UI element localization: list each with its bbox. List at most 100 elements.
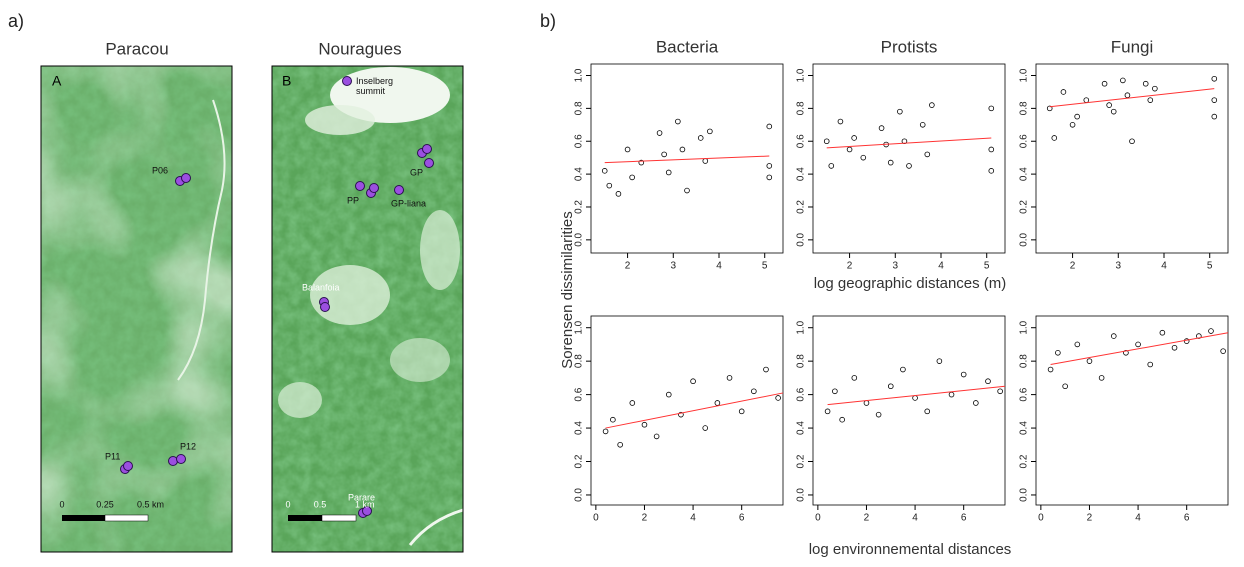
y-tick-label: 0.8 [574,101,585,115]
point [1171,344,1178,351]
point [875,411,882,418]
point [860,154,867,161]
scale-label: 0.25 [96,499,114,509]
point [1220,348,1226,354]
x-tick-label: 4 [1161,261,1167,272]
x-tick-label: 3 [893,261,899,272]
point [897,108,903,115]
point [661,151,667,158]
point [924,408,931,415]
point [985,378,991,385]
point [615,191,622,197]
scale-bar [321,514,357,522]
y-tick-label: 0.0 [574,232,585,246]
site-label: PP [347,195,359,205]
y-tick-label: 0.8 [1019,101,1030,115]
point [960,371,967,378]
x-axis-label: log environnemental distances [809,541,1012,558]
chart-title: Bacteria [656,37,719,56]
y-tick-label: 1.0 [574,320,585,334]
x-tick-label: 5 [1207,261,1213,272]
site-label: Parare [348,492,375,502]
point [638,159,645,166]
point [617,441,623,448]
plot-frame [1035,315,1229,506]
site-dot [181,173,191,183]
site-dot [422,144,432,154]
point [1147,97,1154,103]
point [702,425,709,431]
x-tick-label: 6 [961,513,967,524]
point [775,395,781,401]
point [1098,375,1105,381]
point [1062,383,1068,390]
point [832,388,838,395]
point [684,187,690,194]
y-tick-label: 0.8 [1019,354,1030,368]
trend-line [1049,88,1215,108]
scale-label: 1 km [355,499,375,509]
point [629,174,635,181]
point [988,168,995,174]
panel-label: b) [540,11,556,31]
point [656,130,663,136]
plot-frame [590,315,784,506]
y-tick-label: 0.6 [1019,387,1030,401]
trend-line [826,137,992,149]
point [653,433,660,440]
site-label: GP [410,167,423,177]
point [1129,138,1135,145]
x-tick-label: 4 [690,513,696,524]
y-tick-label: 1.0 [796,68,807,82]
y-tick-label: 0.0 [1019,232,1030,246]
point [766,163,773,169]
point [851,375,858,381]
x-tick-label: 2 [1087,513,1093,524]
point [751,388,757,395]
scale-bar [288,515,322,521]
point [1183,338,1190,344]
point [1051,135,1058,141]
x-tick-label: 2 [864,513,870,524]
y-tick-label: 0.2 [574,200,585,214]
x-tick-label: 2 [847,261,853,272]
site-label: Inselberg summit [356,76,394,96]
scale-label: 0.5 [314,499,327,509]
site-dot [176,454,186,464]
y-tick-label: 0.4 [574,421,585,435]
point [919,122,926,128]
y-tick-label: 0.0 [796,488,807,502]
x-tick-label: 5 [984,261,990,272]
y-tick-label: 0.4 [1019,167,1030,181]
point [629,400,636,406]
site-label: P12 [180,441,196,451]
point [929,102,935,108]
y-tick-label: 0.8 [574,354,585,368]
y-tick-label: 0.6 [574,387,585,401]
x-tick-label: 6 [1184,513,1190,524]
panel-label: a) [8,11,24,31]
site-dot [394,185,404,195]
trend-line [827,385,1006,406]
site-label: Balanfoia [302,282,340,292]
point [1147,361,1154,368]
map-letter: B [282,73,291,89]
map [271,65,464,553]
x-tick-label: 6 [739,513,745,524]
point [1083,97,1090,103]
x-tick-label: 2 [625,261,631,272]
point [1152,85,1158,92]
point [900,366,906,373]
x-tick-label: 0 [815,513,821,524]
site-dot [355,181,365,191]
y-tick-label: 0.2 [1019,200,1030,214]
y-tick-label: 1.0 [796,320,807,334]
y-tick-label: 0.4 [574,167,585,181]
x-tick-label: 2 [1070,261,1076,272]
y-tick-label: 1.0 [574,68,585,82]
point [1046,105,1053,112]
point [988,105,995,112]
point [887,159,894,166]
point [1124,92,1131,99]
